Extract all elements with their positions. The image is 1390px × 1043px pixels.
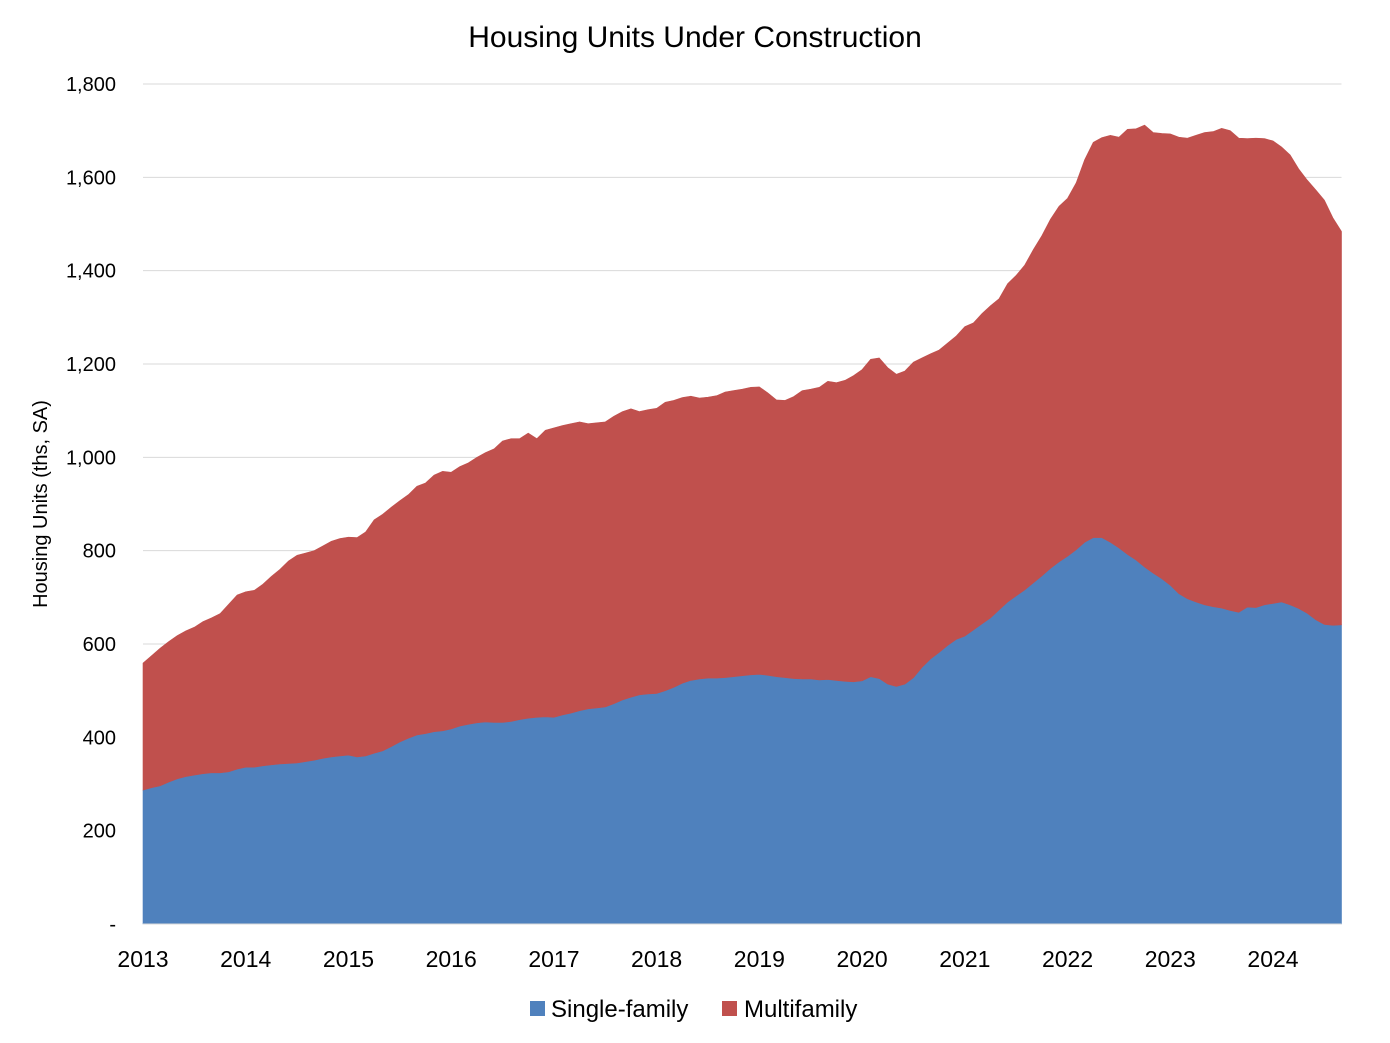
y-tick-label-1000: 1,000 — [66, 447, 116, 469]
x-tick-label-2019: 2019 — [734, 946, 785, 972]
legend-label-multifamily: Multifamily — [744, 996, 857, 1023]
y-tick-label-200: 200 — [83, 821, 116, 843]
x-tick-label-2020: 2020 — [837, 946, 888, 972]
legend-swatch-multifamily — [722, 1001, 737, 1016]
x-tick-label-2014: 2014 — [220, 946, 271, 972]
y-tick-label-0: - — [109, 914, 116, 936]
x-tick-label-2024: 2024 — [1247, 946, 1298, 972]
legend: Single-family Multifamily — [530, 996, 857, 1023]
legend-item-multifamily: Multifamily — [722, 996, 857, 1023]
chart-title: Housing Units Under Construction — [468, 21, 922, 54]
axes: - 200 400 600 800 1,000 1,200 1,400 1,600 1,800 20… — [66, 74, 1342, 972]
x-tick-label-2013: 2013 — [117, 946, 168, 972]
y-tick-label-400: 400 — [83, 727, 116, 749]
y-tick-label-1600: 1,600 — [66, 167, 116, 189]
x-tick-label-2017: 2017 — [528, 946, 579, 972]
y-tick-label-600: 600 — [83, 634, 116, 656]
x-tick-label-2016: 2016 — [426, 946, 477, 972]
x-tick-label-2021: 2021 — [939, 946, 990, 972]
area-multifamily — [142, 124, 1342, 791]
legend-item-single-family: Single-family — [530, 996, 688, 1023]
x-tick-label-2018: 2018 — [631, 946, 682, 972]
y-tick-label-800: 800 — [83, 541, 116, 563]
y-tick-label-1200: 1,200 — [66, 354, 116, 376]
legend-label-single-family: Single-family — [551, 996, 688, 1023]
legend-swatch-single-family — [530, 1001, 545, 1016]
y-axis-label: Housing Units (ths, SA) — [30, 400, 52, 608]
stacked-areas — [142, 124, 1342, 925]
y-tick-label-1400: 1,400 — [66, 261, 116, 283]
x-tick-label-2022: 2022 — [1042, 946, 1093, 972]
x-tick-label-2023: 2023 — [1145, 946, 1196, 972]
y-tick-label-1800: 1,800 — [66, 74, 116, 96]
x-tick-label-2015: 2015 — [323, 946, 374, 972]
